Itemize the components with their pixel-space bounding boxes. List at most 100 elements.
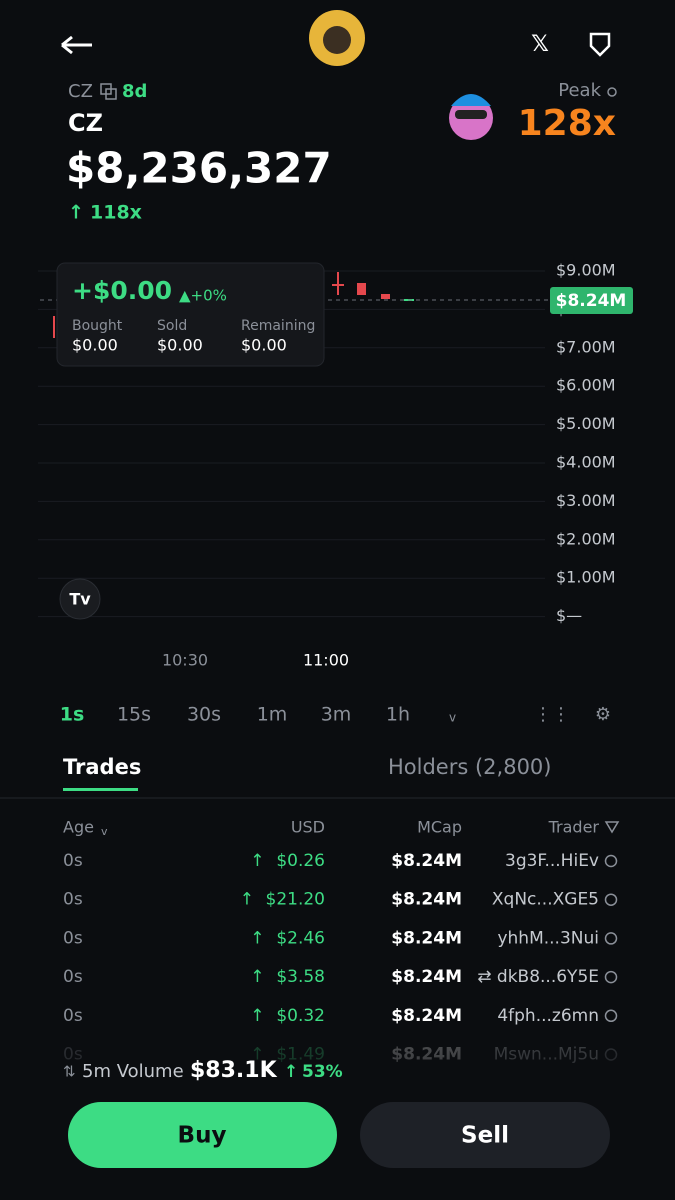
arrow-up: ↑ bbox=[250, 851, 264, 871]
sold-label: Sold bbox=[157, 318, 187, 334]
trade-usd: $0.32 bbox=[276, 1006, 325, 1026]
trade-mcap: $8.24M bbox=[391, 851, 462, 871]
trader-icon bbox=[604, 893, 618, 906]
volume-label: 5m Volume bbox=[82, 1061, 184, 1082]
trade-trader[interactable]: yhhM...3Nui bbox=[497, 928, 599, 948]
copy-icon bbox=[105, 88, 117, 100]
interval[interactable]: 30s bbox=[187, 704, 221, 726]
sell-label: Sell bbox=[461, 1123, 509, 1149]
tab-indicator bbox=[63, 788, 138, 791]
column-header[interactable]: MCap bbox=[417, 818, 462, 837]
trader-icon bbox=[604, 854, 618, 868]
token-age: 8d bbox=[122, 81, 147, 102]
peak-icon-cap bbox=[451, 94, 491, 106]
indicator-icon[interactable]: ⋮⋮ bbox=[534, 704, 570, 725]
trader-icon bbox=[604, 932, 618, 945]
token-name: CZ bbox=[68, 109, 103, 137]
column-header[interactable]: USD bbox=[291, 818, 325, 837]
interval[interactable]: 3m bbox=[321, 704, 352, 726]
time-label: 10:30 bbox=[162, 651, 208, 670]
price-label: $4.00M bbox=[556, 453, 616, 472]
back-button[interactable] bbox=[61, 35, 92, 55]
change: 118x bbox=[90, 202, 142, 224]
more-intervals[interactable]: v bbox=[449, 711, 456, 725]
interval[interactable]: 1h bbox=[386, 704, 410, 726]
interval[interactable]: 15s bbox=[117, 704, 151, 726]
tab-holders[interactable]: Holders (2,800) bbox=[388, 755, 551, 779]
price-label: $6.00M bbox=[556, 376, 616, 395]
trade-usd: $2.46 bbox=[276, 928, 325, 948]
buy-label: Buy bbox=[178, 1123, 227, 1149]
arrow-up: ↑ bbox=[240, 890, 254, 910]
peak-label: Peak bbox=[558, 80, 601, 101]
volume-change: 53% bbox=[302, 1062, 343, 1082]
trade-trader[interactable]: XqNc...XGE5 bbox=[492, 890, 599, 910]
current-price: $8.24M bbox=[556, 291, 627, 311]
trade-trader[interactable]: 4fph...z6mn bbox=[497, 1006, 599, 1026]
price-label: $9.00M bbox=[556, 261, 616, 280]
bought-label: Bought bbox=[72, 318, 123, 334]
trade-mcap: $8.24M bbox=[391, 928, 462, 948]
column-header[interactable]: Trader bbox=[548, 818, 600, 837]
pnl: +$0.00 bbox=[72, 276, 172, 305]
trader-icon bbox=[604, 1009, 618, 1023]
trade-age: 0s bbox=[63, 851, 83, 871]
pnl-percent: ▲+0% bbox=[179, 287, 227, 305]
buy-button[interactable] bbox=[68, 1102, 337, 1168]
arrow-up: ↑ bbox=[250, 1006, 264, 1026]
trade-usd: $21.20 bbox=[266, 890, 325, 910]
remaining-label: Remaining bbox=[241, 318, 315, 334]
arrow-up: ↑ bbox=[68, 202, 84, 224]
filter-icon bbox=[604, 821, 620, 834]
time-label: 11:00 bbox=[303, 651, 349, 670]
volume-icon: ⇅ bbox=[63, 1063, 76, 1081]
trade-mcap: $8.24M bbox=[391, 1006, 462, 1026]
interval[interactable]: 1s bbox=[60, 704, 85, 726]
peak-value: 128x bbox=[518, 103, 616, 144]
price-label: $5.00M bbox=[556, 414, 616, 433]
trader-icon bbox=[604, 970, 618, 984]
tab-trades[interactable]: Trades bbox=[63, 755, 141, 779]
price-label: $3.00M bbox=[556, 491, 616, 510]
price-label: $2.00M bbox=[556, 529, 616, 548]
column-header[interactable]: Age bbox=[63, 818, 94, 837]
volume-value: $83.1K bbox=[190, 1058, 278, 1083]
ticker: CZ bbox=[68, 81, 93, 102]
bought: $0.00 bbox=[72, 336, 118, 355]
arrow-up: ↑ bbox=[284, 1062, 298, 1082]
trade-trader[interactable]: 3g3F...HiEv bbox=[505, 851, 599, 871]
arrow-up: ↑ bbox=[250, 967, 264, 987]
sort-icon: v bbox=[101, 825, 108, 838]
settings-icon[interactable]: ⚙ bbox=[595, 704, 611, 725]
info-icon bbox=[607, 87, 617, 97]
price-label: $7.00M bbox=[556, 337, 616, 356]
arrow-up: ↑ bbox=[250, 928, 264, 948]
trade-mcap: $8.24M bbox=[391, 890, 462, 910]
trade-trader[interactable]: ⇄ dkB8...6Y5E bbox=[477, 967, 599, 987]
trade-mcap: $8.24M bbox=[391, 967, 462, 987]
price-label: $— bbox=[556, 606, 582, 625]
trade-age: 0s bbox=[63, 928, 83, 948]
trade-age: 0s bbox=[63, 890, 83, 910]
trade-age: 0s bbox=[63, 967, 83, 987]
interval-bar: 1s 15s 30s 1m 3m 1h bbox=[60, 704, 410, 726]
tradingview-label: Tv bbox=[69, 590, 91, 609]
sell-button[interactable] bbox=[360, 1102, 610, 1168]
remaining: $0.00 bbox=[241, 336, 287, 355]
position-card bbox=[56, 262, 325, 367]
market-cap: $8,236,327 bbox=[66, 144, 332, 193]
shield-icon[interactable] bbox=[589, 32, 611, 57]
x-icon[interactable]: 𝕏 bbox=[531, 32, 549, 57]
sold: $0.00 bbox=[157, 336, 203, 355]
trade-usd: $3.58 bbox=[276, 967, 325, 987]
trade-age: 0s bbox=[63, 1006, 83, 1026]
avatar-figure bbox=[323, 26, 351, 54]
tradingview-button[interactable] bbox=[59, 578, 101, 620]
current-price-badge bbox=[550, 287, 633, 314]
peak-icon-glasses bbox=[455, 110, 487, 119]
trade-usd: $0.26 bbox=[276, 851, 325, 871]
interval[interactable]: 1m bbox=[257, 704, 288, 726]
